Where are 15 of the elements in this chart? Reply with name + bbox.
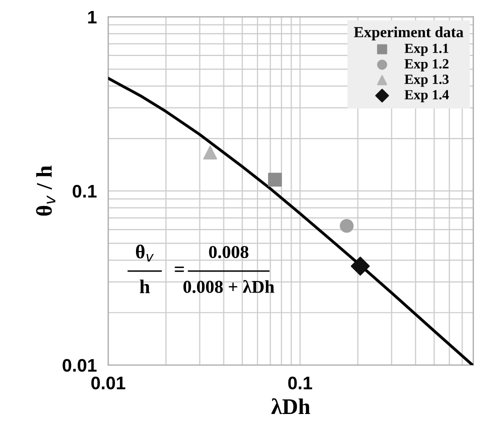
annotation: 0.008 + λDh — [183, 280, 274, 294]
y-axis-title: θ$_{v}$ / h — [36, 166, 56, 216]
annotation: = — [174, 266, 184, 272]
annotation: θ$_{v}$ — [136, 244, 154, 262]
legend-label: Exp 1.1 — [404, 44, 448, 56]
annotation: 0.008 — [209, 246, 248, 258]
legend-label: Exp 1.4 — [404, 90, 449, 102]
legend-label: Exp 1.2 — [404, 59, 449, 72]
annotation: h — [140, 280, 150, 294]
y-tick-label: 0.01 — [62, 358, 97, 372]
legend-title: Experiment data — [354, 26, 464, 40]
x-axis-title: λDh — [271, 398, 310, 414]
legend-label: Exp 1.3 — [404, 74, 449, 87]
y-tick-label: 0.1 — [72, 184, 97, 198]
y-tick-label: 1 — [88, 10, 97, 24]
